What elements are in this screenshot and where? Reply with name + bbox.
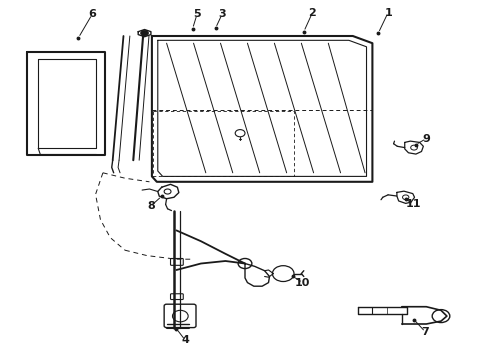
- Text: 3: 3: [218, 9, 226, 19]
- FancyBboxPatch shape: [171, 258, 183, 265]
- Text: 2: 2: [308, 8, 316, 18]
- FancyBboxPatch shape: [171, 294, 183, 300]
- Text: 8: 8: [147, 201, 155, 211]
- Text: 1: 1: [384, 8, 392, 18]
- Text: 9: 9: [422, 134, 430, 144]
- FancyBboxPatch shape: [164, 304, 196, 328]
- Text: 4: 4: [181, 335, 189, 345]
- Text: 11: 11: [405, 199, 421, 210]
- Text: 5: 5: [193, 9, 201, 19]
- Text: 7: 7: [421, 327, 429, 337]
- Circle shape: [141, 30, 148, 36]
- Text: 10: 10: [295, 278, 311, 288]
- Text: 6: 6: [88, 9, 96, 19]
